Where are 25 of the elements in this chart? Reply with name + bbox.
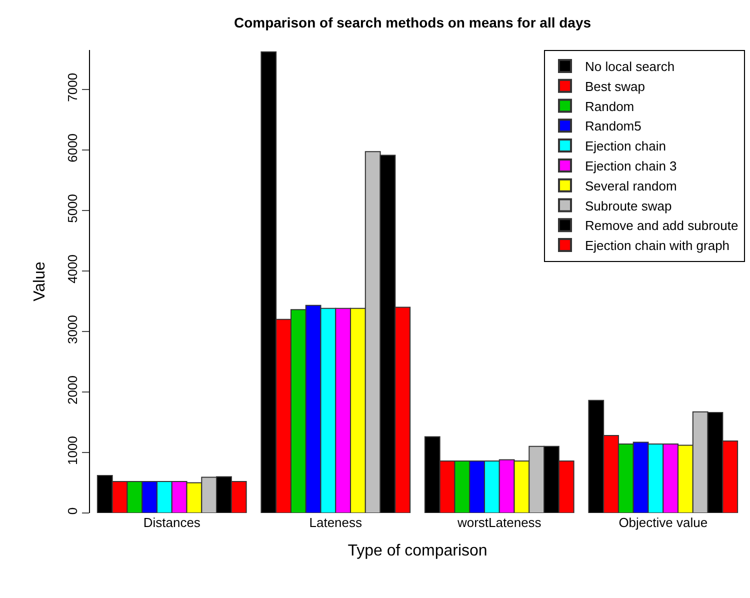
legend-label: Subroute swap bbox=[585, 198, 672, 214]
legend-label: No local search bbox=[585, 59, 675, 74]
y-tick-label: 2000 bbox=[64, 376, 80, 404]
legend-label: Remove and add subroute bbox=[585, 218, 738, 234]
y-tick-label: 7000 bbox=[64, 72, 80, 102]
x-tick-label: worstLateness bbox=[456, 515, 542, 530]
y-tick-label: 3000 bbox=[64, 315, 80, 344]
y-tick-label: 6000 bbox=[64, 133, 80, 162]
y-axis-title: Value bbox=[32, 262, 49, 302]
legend-label: Several random bbox=[585, 178, 677, 194]
y-tick-label: 5000 bbox=[64, 194, 80, 223]
y-tick-label: 0 bbox=[64, 507, 80, 515]
legend-label: Best swap bbox=[585, 78, 645, 94]
legend-label: Random5 bbox=[585, 118, 642, 134]
x-tick-label: Objective value bbox=[618, 515, 708, 530]
legend-label: Ejection chain with graph bbox=[585, 238, 730, 254]
x-tick-label: Distances bbox=[143, 515, 201, 530]
chart-title: Comparison of search methods on means for all days bbox=[234, 14, 592, 31]
legend-label: Ejection chain 3 bbox=[585, 158, 677, 174]
x-tick-label: Lateness bbox=[309, 515, 363, 530]
y-tick-label: 1000 bbox=[64, 436, 80, 465]
legend-label: Ejection chain bbox=[585, 138, 666, 154]
y-tick-label: 4000 bbox=[64, 254, 80, 284]
x-axis-title: Type of comparison bbox=[348, 542, 488, 560]
legend-label: Random bbox=[585, 98, 634, 114]
